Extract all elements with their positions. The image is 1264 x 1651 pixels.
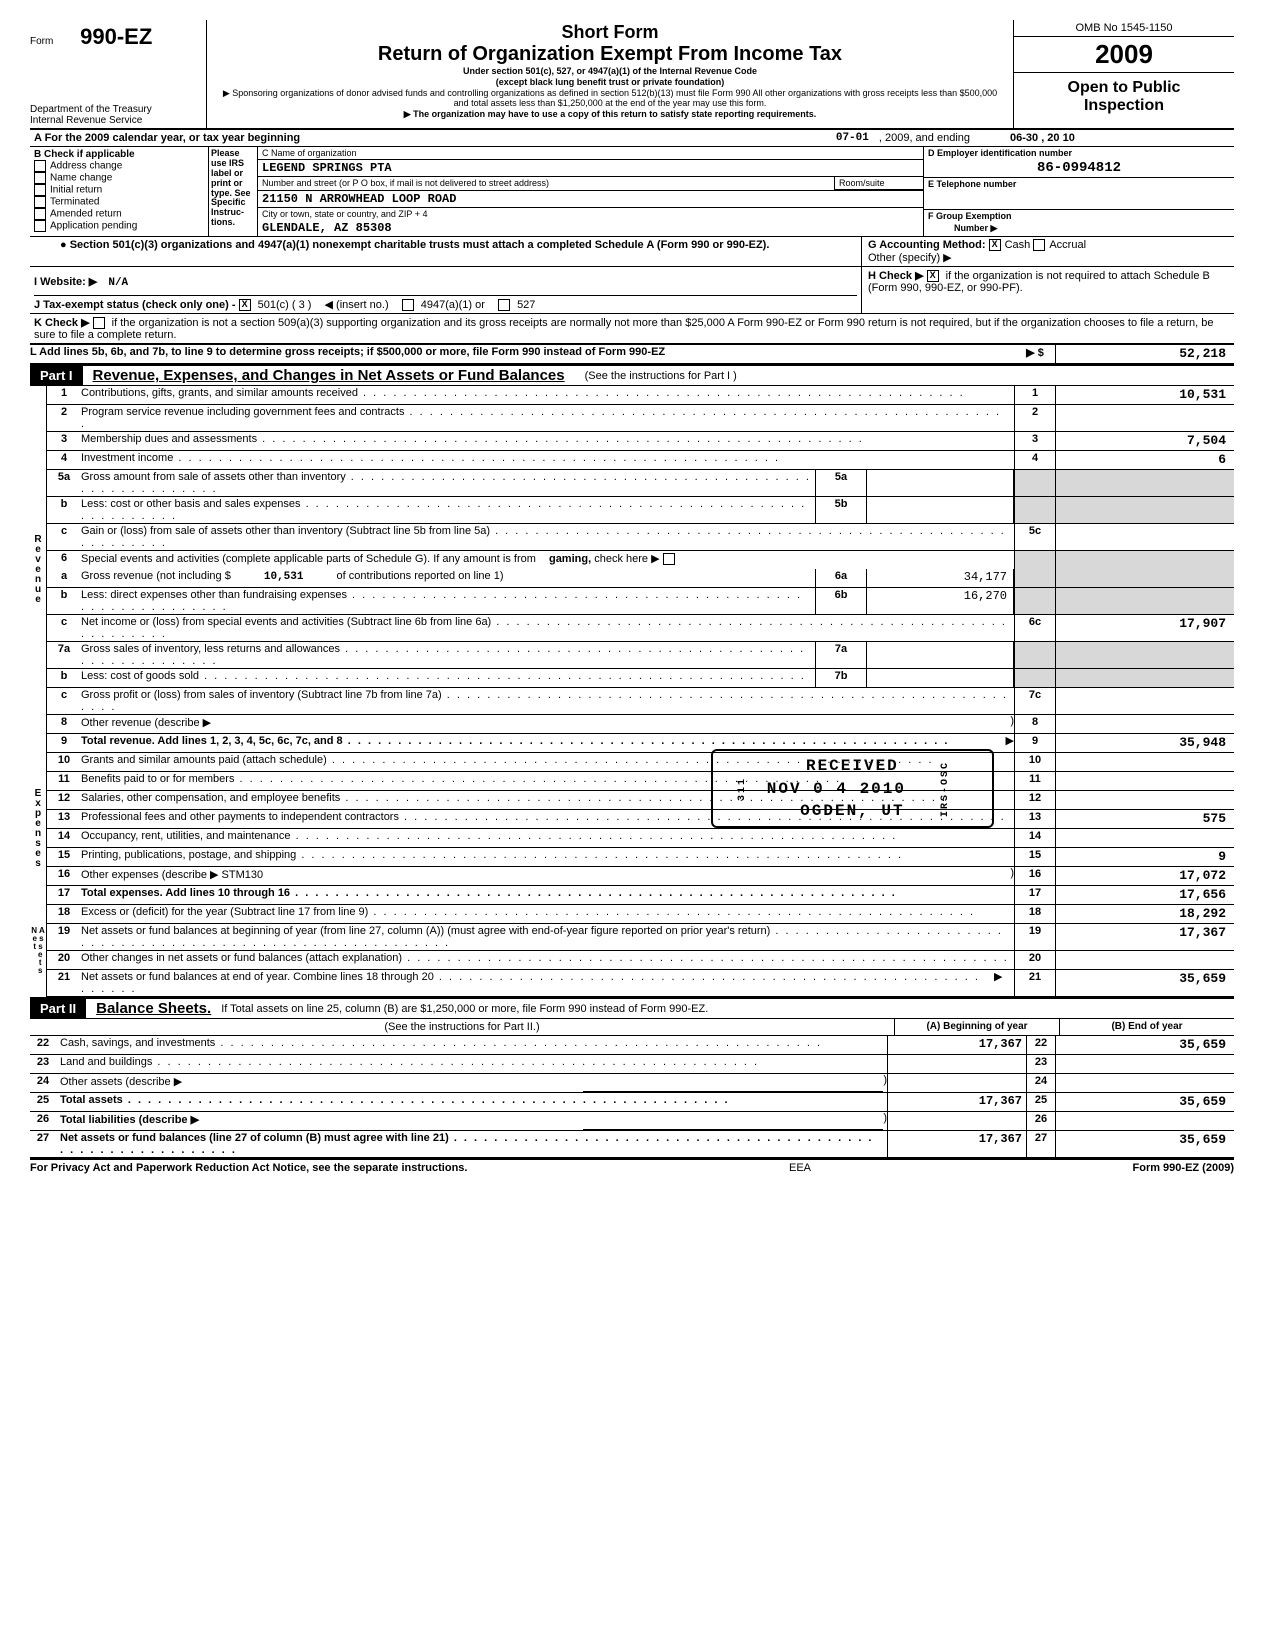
tax-year: 2009 xyxy=(1014,37,1234,73)
row-a-begin: 07-01 xyxy=(836,132,869,144)
row-a-label: A For the 2009 calendar year, or tax yea… xyxy=(34,132,300,144)
expenses-block: Expenses RECEIVED 311 NOV 0 4 2010 IRS-O… xyxy=(30,753,1234,905)
footer-left: For Privacy Act and Paperwork Reduction … xyxy=(30,1162,467,1174)
row-ijh: I Website: ▶ N/A J Tax-exempt status (ch… xyxy=(30,267,1234,314)
chk-address-change[interactable] xyxy=(34,160,46,172)
part2-note: If Total assets on line 25, column (B) a… xyxy=(221,1003,708,1015)
form-header: Form 990-EZ Department of the Treasury I… xyxy=(30,20,1234,130)
footer-mid: EEA xyxy=(789,1162,811,1174)
website-label: I Website: ▶ xyxy=(34,276,97,288)
f-label: F Group Exemption xyxy=(924,210,1234,222)
chk-4947[interactable] xyxy=(402,299,414,311)
part1-body: Revenue 1Contributions, gifts, grants, a… xyxy=(30,386,1234,753)
chk-name-change[interactable] xyxy=(34,172,46,184)
f-label2: Number ▶ xyxy=(924,222,1234,235)
section-g-row: ● Section 501(c)(3) organizations and 49… xyxy=(30,237,1234,267)
col-c-org-info: Please use IRS label or print or type. S… xyxy=(209,147,924,236)
chk-cash[interactable]: X xyxy=(989,239,1001,251)
chk-h[interactable]: X xyxy=(927,270,939,282)
net-assets-block: N Ae st s e t s 18Excess or (deficit) fo… xyxy=(30,905,1234,997)
bal-col-a-header: (A) Beginning of year xyxy=(894,1019,1060,1035)
chk-527[interactable] xyxy=(498,299,510,311)
col-b-label: B Check if applicable xyxy=(34,149,204,160)
part2-instr: (See the instructions for Part II.) xyxy=(30,1019,894,1035)
h-block: H Check ▶ X if the organization is not r… xyxy=(861,267,1234,313)
balance-header-row: (See the instructions for Part II.) (A) … xyxy=(30,1019,1234,1036)
row-a-mid: , 2009, and ending xyxy=(879,132,970,144)
row-l-arrow: ▶ $ xyxy=(1015,345,1056,363)
side-revenue: Revenue xyxy=(30,386,47,753)
room-label: Room/suite xyxy=(834,177,923,190)
dept-treasury: Department of the Treasury xyxy=(30,104,200,115)
short-form-title: Short Form xyxy=(215,22,1005,43)
part2-header: Part II Balance Sheets. If Total assets … xyxy=(30,997,1234,1019)
return-title: Return of Organization Exempt From Incom… xyxy=(215,43,1005,66)
subtitle-1: Under section 501(c), 527, or 4947(a)(1)… xyxy=(215,66,1005,77)
part1-title: Revenue, Expenses, and Changes in Net As… xyxy=(93,367,565,384)
chk-initial-return[interactable] xyxy=(34,184,46,196)
row-l-text: L Add lines 5b, 6b, and 7b, to line 9 to… xyxy=(30,345,1015,363)
header-left: Form 990-EZ Department of the Treasury I… xyxy=(30,20,207,128)
scanned-stamp: SCANNED NOV 0 9 2010 xyxy=(0,1323,4,1511)
section-bullet: ● Section 501(c)(3) organizations and 49… xyxy=(30,237,861,266)
col-b-checkboxes: B Check if applicable Address change Nam… xyxy=(30,147,209,236)
org-name: LEGEND SPRINGS PTA xyxy=(258,160,923,177)
chk-amended[interactable] xyxy=(34,208,46,220)
row-k: K Check ▶ if the organization is not a s… xyxy=(30,314,1234,344)
chk-pending[interactable] xyxy=(34,220,46,232)
g-accounting: G Accounting Method: XCash Accrual Other… xyxy=(861,237,1234,266)
row-l-value: 52,218 xyxy=(1056,345,1234,363)
please-use-label: Please use IRS label or print or type. S… xyxy=(209,147,258,236)
omb-number: OMB No 1545-1150 xyxy=(1014,20,1234,37)
side-expenses: Expenses xyxy=(30,753,47,905)
header-center: Short Form Return of Organization Exempt… xyxy=(207,20,1014,128)
j-label: J Tax-exempt status (check only one) - xyxy=(34,299,236,311)
street-value: 21150 N ARROWHEAD LOOP ROAD xyxy=(258,191,923,208)
chk-gaming[interactable] xyxy=(663,553,675,565)
city-label: City or town, state or country, and ZIP … xyxy=(258,208,923,220)
subtitle-3: ▶ Sponsoring organizations of donor advi… xyxy=(215,88,1005,110)
footer-row: For Privacy Act and Paperwork Reduction … xyxy=(30,1159,1234,1174)
street-label: Number and street (or P O box, if mail i… xyxy=(258,177,834,189)
chk-accrual[interactable] xyxy=(1033,239,1045,251)
chk-501c[interactable]: X xyxy=(239,299,251,311)
received-stamp: RECEIVED 311 NOV 0 4 2010 IRS-OSC OGDEN,… xyxy=(711,749,994,828)
city-value: GLENDALE, AZ 85308 xyxy=(258,220,923,236)
ein-value: 86-0994812 xyxy=(924,159,1234,178)
header-right: OMB No 1545-1150 2009 Open to Public Ins… xyxy=(1014,20,1234,128)
row-a-tax-year: A For the 2009 calendar year, or tax yea… xyxy=(30,130,1234,147)
part2-title: Balance Sheets. xyxy=(96,1000,211,1017)
part1-label: Part I xyxy=(30,366,83,385)
bal-col-b-header: (B) End of year xyxy=(1060,1019,1234,1035)
name-label: C Name of organization xyxy=(258,147,923,160)
block-bcd: B Check if applicable Address change Nam… xyxy=(30,147,1234,237)
col-def: D Employer identification number 86-0994… xyxy=(924,147,1234,236)
row-a-end: 06-30 , 20 10 xyxy=(1010,132,1230,144)
side-net-assets: N Ae st s e t s xyxy=(30,905,47,997)
irs-label: Internal Revenue Service xyxy=(30,115,200,126)
part1-header: Part I Revenue, Expenses, and Changes in… xyxy=(30,364,1234,386)
website-value: N/A xyxy=(108,277,128,289)
form-number: 990-EZ xyxy=(80,24,152,49)
part1-note: (See the instructions for Part I ) xyxy=(585,370,737,382)
part2-label: Part II xyxy=(30,999,86,1018)
subtitle-4: ▶ The organization may have to use a cop… xyxy=(215,109,1005,120)
subtitle-2: (except black lung benefit trust or priv… xyxy=(215,77,1005,88)
open-public: Open to Public Inspection xyxy=(1014,73,1234,121)
e-label: E Telephone number xyxy=(924,178,1234,210)
row-l: L Add lines 5b, 6b, and 7b, to line 9 to… xyxy=(30,344,1234,364)
form-prefix: Form xyxy=(30,36,53,47)
d-label: D Employer identification number xyxy=(924,147,1234,159)
chk-k[interactable] xyxy=(93,317,105,329)
chk-terminated[interactable] xyxy=(34,196,46,208)
footer-right: Form 990-EZ (2009) xyxy=(1133,1162,1234,1174)
